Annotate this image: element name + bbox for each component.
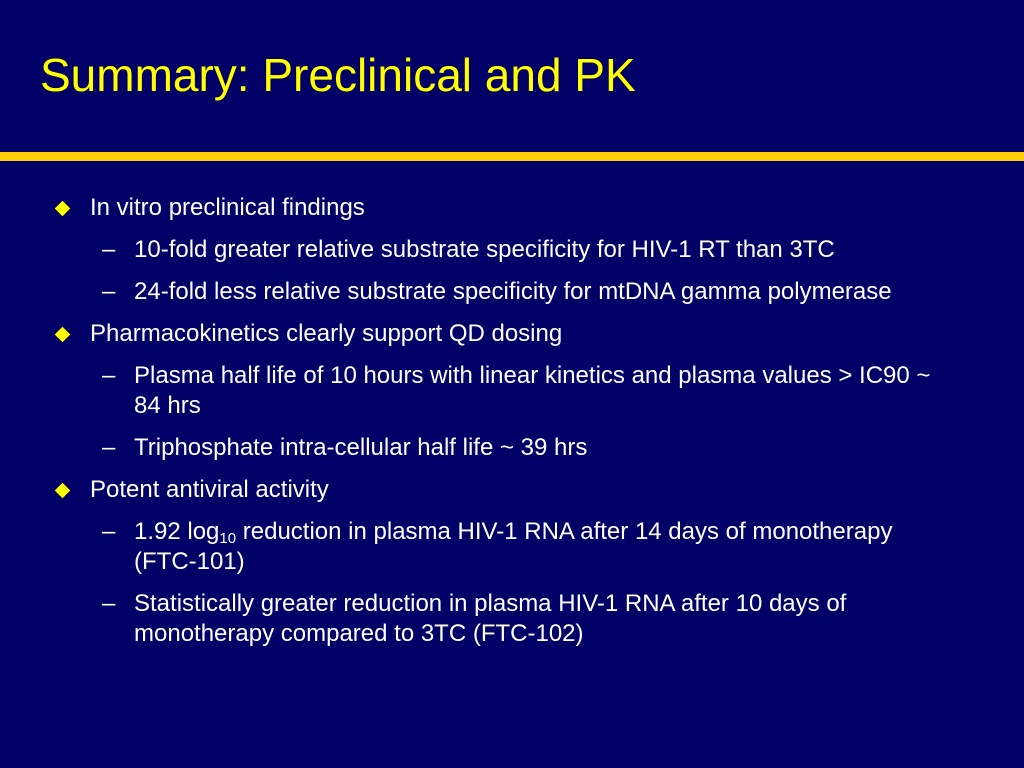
dash-marker: – [102,278,116,305]
title-divider [0,152,1024,161]
dash-marker: – [102,518,116,545]
sub-bullet-text: Plasma half life of 10 hours with linear… [134,362,931,419]
sub-bullet-item: – Statistically greater reduction in pla… [52,589,972,649]
bullet-text: Potent antiviral activity [90,476,329,503]
diamond-icon [54,326,71,343]
log-prefix: 1.92 log [134,518,220,545]
sub-bullet-item: – Plasma half life of 10 hours with line… [52,361,972,421]
dash-marker: – [102,590,116,617]
sub-bullet-text: Triphosphate intra-cellular half life ~ … [134,434,588,461]
bullet-item: Pharmacokinetics clearly support QD dosi… [52,319,972,349]
log-suffix: reduction in plasma HIV-1 RNA after 14 d… [134,518,893,575]
sub-bullet-text: 24-fold less relative substrate specific… [134,278,892,305]
sub-bullet-item: – Triphosphate intra-cellular half life … [52,433,972,463]
sub-bullet-item: – 24-fold less relative substrate specif… [52,277,972,307]
sub-bullet-text: 10-fold greater relative substrate speci… [134,236,835,263]
bullet-item: In vitro preclinical findings [52,193,972,223]
diamond-icon [54,200,71,217]
diamond-icon [54,482,71,499]
bullet-item: Potent antiviral activity [52,475,972,505]
dash-marker: – [102,434,116,461]
dash-marker: – [102,236,116,263]
log-subscript: 10 [219,530,237,547]
sub-bullet-text: Statistically greater reduction in plasm… [134,590,847,647]
bullet-text: In vitro preclinical findings [90,194,365,221]
bullet-text: Pharmacokinetics clearly support QD dosi… [90,320,563,347]
bullet-list: In vitro preclinical findings – 10-fold … [52,193,972,661]
dash-marker: – [102,362,116,389]
sub-bullet-item: – 1.92 log10 reduction in plasma HIV-1 R… [52,517,972,577]
sub-bullet-text: 1.92 log10 reduction in plasma HIV-1 RNA… [134,518,892,575]
sub-bullet-item: – 10-fold greater relative substrate spe… [52,235,972,265]
slide-title: Summary: Preclinical and PK [40,49,636,101]
